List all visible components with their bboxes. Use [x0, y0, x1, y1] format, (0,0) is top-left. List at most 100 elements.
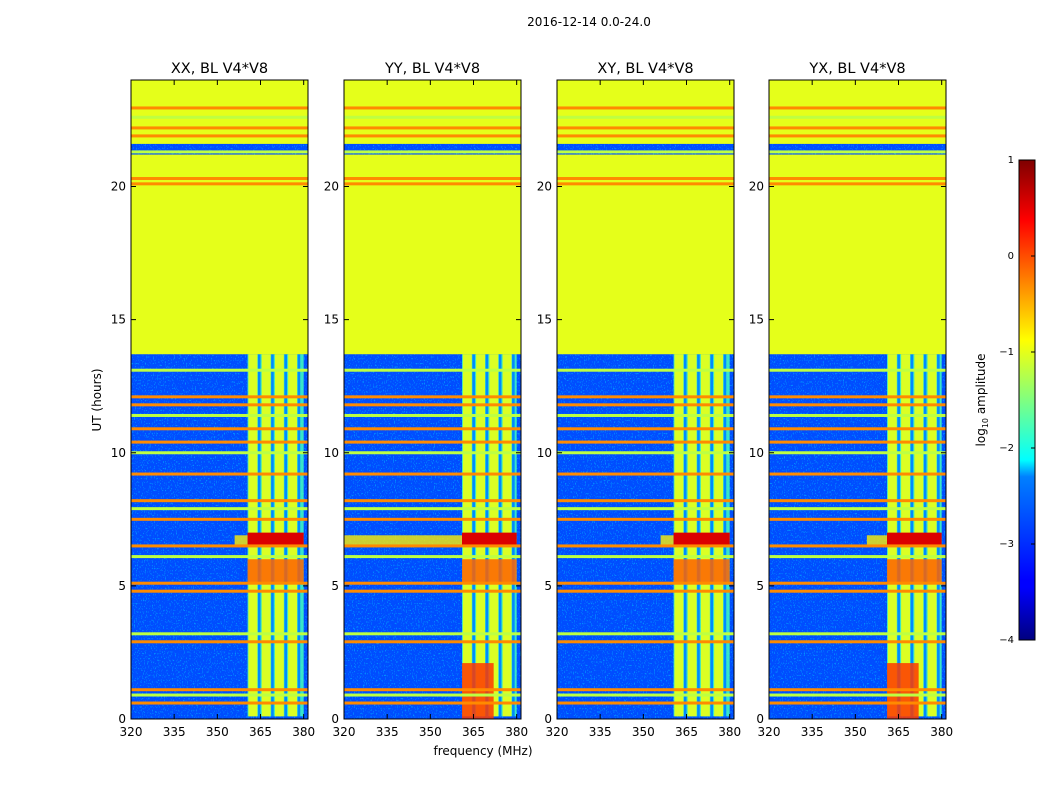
- panel-frame: [343, 79, 522, 720]
- y-tick-label: 15: [111, 313, 126, 327]
- y-tick-label: 20: [111, 180, 126, 194]
- rfi-line: [557, 632, 734, 636]
- rfi-line: [344, 632, 521, 636]
- rfi-line: [344, 517, 521, 521]
- x-tick-label: 380: [505, 725, 528, 739]
- panel-image: [131, 80, 308, 719]
- x-tick-label: 365: [249, 725, 272, 739]
- colorbar-label-tail: amplitude: [974, 354, 988, 418]
- panel-image: [344, 80, 521, 719]
- rfi-line: [769, 581, 946, 585]
- y-tick-label: 5: [544, 579, 552, 593]
- colorbar-tick-label: −1: [999, 347, 1014, 358]
- rfi-line: [557, 413, 734, 417]
- colorbar-tick-label: 1: [1008, 155, 1014, 166]
- secondary-band: [887, 559, 942, 584]
- panel-image: [557, 80, 734, 719]
- y-tick-label: 5: [118, 579, 126, 593]
- rfi-line: [131, 182, 308, 186]
- rfi-line: [769, 517, 946, 521]
- rfi-line: [344, 395, 521, 399]
- rfi-line: [344, 499, 521, 503]
- x-tick-label: 380: [930, 725, 953, 739]
- x-tick-label: 380: [718, 725, 741, 739]
- rfi-line: [344, 589, 521, 593]
- y-tick-label: 15: [324, 313, 339, 327]
- rfi-line: [557, 688, 734, 692]
- rfi-line: [557, 544, 734, 548]
- rfi-line: [131, 403, 308, 407]
- x-tick-label: 335: [801, 725, 824, 739]
- rfi-line: [131, 589, 308, 593]
- rfi-line: [769, 632, 946, 636]
- rfi-line: [131, 134, 308, 138]
- rfi-line: [344, 555, 521, 559]
- y-tick-label: 0: [544, 712, 552, 726]
- x-tick-label: 380: [292, 725, 315, 739]
- rfi-line: [131, 507, 308, 511]
- rfi-line: [344, 177, 521, 181]
- rfi-line: [769, 427, 946, 431]
- rfi-line: [769, 150, 946, 154]
- fringe-band: [344, 535, 462, 546]
- rfi-line: [769, 403, 946, 407]
- rfi-line: [344, 427, 521, 431]
- x-tick-label: 365: [675, 725, 698, 739]
- rfi-line: [769, 115, 946, 119]
- rfi-line: [131, 106, 308, 110]
- rfi-line: [344, 368, 521, 372]
- flagged-region: [344, 80, 521, 144]
- rfi-line: [131, 555, 308, 559]
- x-tick-label: 350: [206, 725, 229, 739]
- rfi-line: [769, 693, 946, 697]
- rfi-line: [131, 472, 308, 476]
- y-tick-label: 15: [537, 313, 552, 327]
- rfi-line: [557, 395, 734, 399]
- panel-image: [769, 80, 946, 719]
- rfi-line: [344, 688, 521, 692]
- rfi-line: [131, 688, 308, 692]
- rfi-line: [557, 701, 734, 705]
- colorbar-ticks: 1 0 −1 −2 −3 −4: [999, 155, 1035, 646]
- y-tick-label: 15: [749, 313, 764, 327]
- rfi-line: [769, 368, 946, 372]
- rfi-line: [769, 499, 946, 503]
- rfi-line: [131, 517, 308, 521]
- rfi-line: [344, 472, 521, 476]
- colorbar-label-main: log: [974, 428, 988, 446]
- flagged-region: [557, 80, 734, 144]
- y-tick-label: 10: [111, 446, 126, 460]
- rfi-line: [344, 640, 521, 644]
- rfi-line: [131, 701, 308, 705]
- rfi-line: [557, 693, 734, 697]
- rfi-line: [557, 115, 734, 119]
- x-tick-label: 365: [462, 725, 485, 739]
- rfi-line: [557, 134, 734, 138]
- rfi-line: [344, 403, 521, 407]
- rfi-line: [131, 177, 308, 181]
- x-tick-label: 350: [632, 725, 655, 739]
- colorbar-label-sub: 10: [981, 418, 990, 428]
- rfi-line: [769, 544, 946, 548]
- rfi-line: [131, 440, 308, 444]
- panel-title: XY, BL V4*V8: [597, 61, 693, 77]
- rfi-line: [557, 403, 734, 407]
- rfi-line: [769, 106, 946, 110]
- rfi-line: [344, 581, 521, 585]
- panel-xx: XX, BL V4*V8 320 335 350 365 380 0 5 10 15 20: [111, 61, 315, 739]
- y-tick-label: 10: [749, 446, 764, 460]
- rfi-line: [769, 134, 946, 138]
- rfi-line: [557, 126, 734, 130]
- x-tick-label: 320: [546, 725, 569, 739]
- rfi-line: [769, 507, 946, 511]
- rfi-line: [769, 640, 946, 644]
- rfi-line: [557, 106, 734, 110]
- y-tick-label: 10: [537, 446, 552, 460]
- panel-title: YX, BL V4*V8: [808, 61, 905, 77]
- colorbar-tick-label: 0: [1008, 251, 1014, 262]
- rfi-line: [557, 427, 734, 431]
- rfi-line: [557, 451, 734, 455]
- rfi-line: [557, 150, 734, 154]
- rfi-line: [769, 413, 946, 417]
- rfi-line: [344, 693, 521, 697]
